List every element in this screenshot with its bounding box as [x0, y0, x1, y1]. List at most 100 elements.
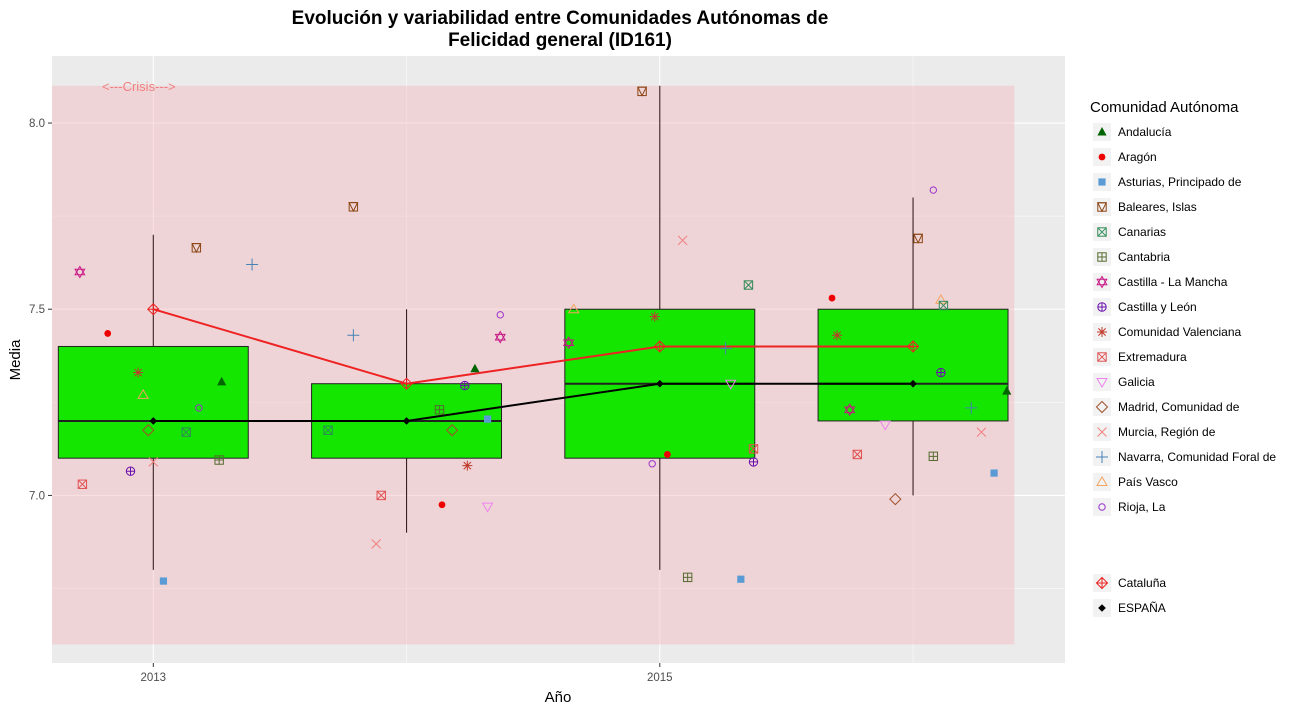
point-andalucia [217, 376, 227, 386]
legend-item-pais-vasco: País Vasco [1093, 473, 1178, 491]
legend-label: Madrid, Comunidad de [1118, 400, 1240, 414]
point-canarias [743, 280, 754, 290]
legend: Comunidad Autónoma Andalucía Aragón Asturi… [1090, 99, 1276, 617]
legend-label: Comunidad Valenciana [1118, 325, 1242, 339]
point-comunidad-valenciana [462, 460, 473, 471]
point-madrid-comunidad-de [142, 424, 155, 437]
point-andalucia [470, 363, 480, 373]
point-castilla-y-leon [936, 367, 946, 378]
series-point-espana [402, 417, 411, 425]
legend-item-rioja-la: Rioja, La [1093, 498, 1166, 516]
legend-key [1093, 373, 1111, 391]
legend-label: Extremadura [1118, 350, 1187, 364]
legend-label: Aragón [1118, 150, 1157, 164]
legend-item-madrid-comunidad-de: Madrid, Comunidad de [1093, 398, 1240, 416]
point-comunidad-valenciana [649, 311, 660, 322]
legend-label: Rioja, La [1118, 500, 1166, 514]
legend-marker-aragon [1098, 153, 1106, 161]
legend-label: Canarias [1118, 225, 1166, 239]
point-navarra-comunidad-foral-de [347, 329, 360, 342]
chart-title-line1: Evolución y variabilidad entre Comunidad… [292, 8, 829, 29]
legend-marker-murcia-region-de [1097, 427, 1107, 437]
series-line-espana [153, 382, 914, 422]
point-galicia [481, 502, 494, 513]
legend-item-murcia-region-de: Murcia, Región de [1093, 423, 1216, 441]
point-castilla-la-mancha [494, 330, 506, 344]
legend-key [1093, 198, 1111, 216]
point-baleares-islas [913, 233, 924, 244]
point-comunidad-valenciana [133, 367, 144, 378]
point-cantabria [682, 572, 693, 583]
point-extremadura [376, 490, 386, 501]
point-cantabria [434, 405, 445, 415]
legend-item-extremadura: Extremadura [1093, 348, 1187, 366]
legend-marker-canarias [1097, 227, 1107, 237]
legend-label: Castilla - La Mancha [1118, 275, 1228, 289]
crisis-annotation: <---Crisis---> [102, 79, 176, 94]
point-aragon [828, 294, 836, 302]
point-navarra-comunidad-foral-de [719, 342, 732, 355]
y-tick-label: 7.0 [29, 490, 45, 502]
point-galicia [879, 420, 892, 431]
axes: 7.0 7.5 8.0 2013 2015 [29, 118, 673, 684]
legend-marker-asturias-principado-de [1098, 178, 1106, 186]
y-axis-label: Media [7, 339, 24, 381]
point-murcia-region-de [371, 538, 382, 549]
series-point-cataluna [906, 340, 920, 353]
legend-item-asturias-principado-de: Asturias, Principado de [1093, 173, 1242, 191]
point-galicia [724, 379, 737, 390]
series-point-cataluna [400, 377, 413, 390]
point-aragon [104, 330, 112, 337]
legend-item-canarias: Canarias [1093, 223, 1166, 241]
point-pais-vasco [567, 303, 580, 314]
legend-marker-madrid-comunidad-de [1095, 400, 1109, 414]
legend-key [1093, 498, 1111, 516]
point-canarias [181, 427, 191, 437]
legend-marker-castilla-y-leon [1097, 302, 1107, 312]
point-rioja-la [195, 404, 203, 412]
boxplot-2013 [57, 234, 249, 570]
point-murcia-region-de [976, 427, 987, 437]
point-comunidad-valenciana [832, 330, 843, 341]
legend-label: Navarra, Comunidad Foral de [1118, 450, 1276, 464]
legend-item-andalucia: Andalucía [1093, 123, 1172, 141]
legend-item-espana: ESPAÑA [1093, 599, 1166, 617]
legend-label: Cantabria [1118, 250, 1170, 264]
legend-marker-extremadura [1097, 352, 1107, 362]
legend-item-castilla-y-leon: Castilla y León [1093, 298, 1197, 316]
point-aragon [663, 451, 671, 458]
point-extremadura [77, 479, 88, 489]
point-canarias [938, 300, 949, 311]
legend-label: Cataluña [1118, 576, 1166, 590]
legend-item-galicia: Galicia [1093, 373, 1155, 391]
point-baleares-islas [348, 202, 359, 213]
box [57, 345, 249, 459]
legend-marker-rioja-la [1098, 503, 1106, 511]
point-extremadura [748, 444, 759, 454]
legend-marker-galicia [1096, 378, 1108, 388]
legend-label: País Vasco [1118, 475, 1178, 489]
data-points [74, 86, 1012, 585]
point-rioja-la [929, 186, 938, 194]
point-navarra-comunidad-foral-de [246, 258, 259, 271]
legend-label: ESPAÑA [1118, 601, 1166, 615]
legend-item-navarra-comunidad-foral-de: Navarra, Comunidad Foral de [1093, 448, 1276, 466]
point-murcia-region-de [677, 235, 688, 246]
point-baleares-islas [637, 86, 648, 97]
series-point-cataluna [653, 340, 667, 353]
legend-title: Comunidad Autónoma [1090, 99, 1239, 116]
point-canarias [323, 425, 333, 435]
point-asturias-principado-de [483, 415, 492, 423]
legend-item-comunidad-valenciana: Comunidad Valenciana [1093, 323, 1242, 341]
legend-marker-comunidad-valenciana [1097, 327, 1107, 337]
y-tick-label: 8.0 [29, 118, 45, 130]
x-tick-label: 2013 [141, 672, 167, 684]
legend-label: Galicia [1118, 375, 1155, 389]
legend-item-baleares-islas: Baleares, Islas [1093, 198, 1197, 216]
point-asturias-principado-de [159, 577, 168, 585]
legend-label: Murcia, Región de [1118, 425, 1216, 439]
point-rioja-la [648, 460, 656, 468]
legend-marker-espana [1098, 604, 1106, 612]
point-aragon [438, 501, 446, 509]
box [817, 308, 1009, 422]
